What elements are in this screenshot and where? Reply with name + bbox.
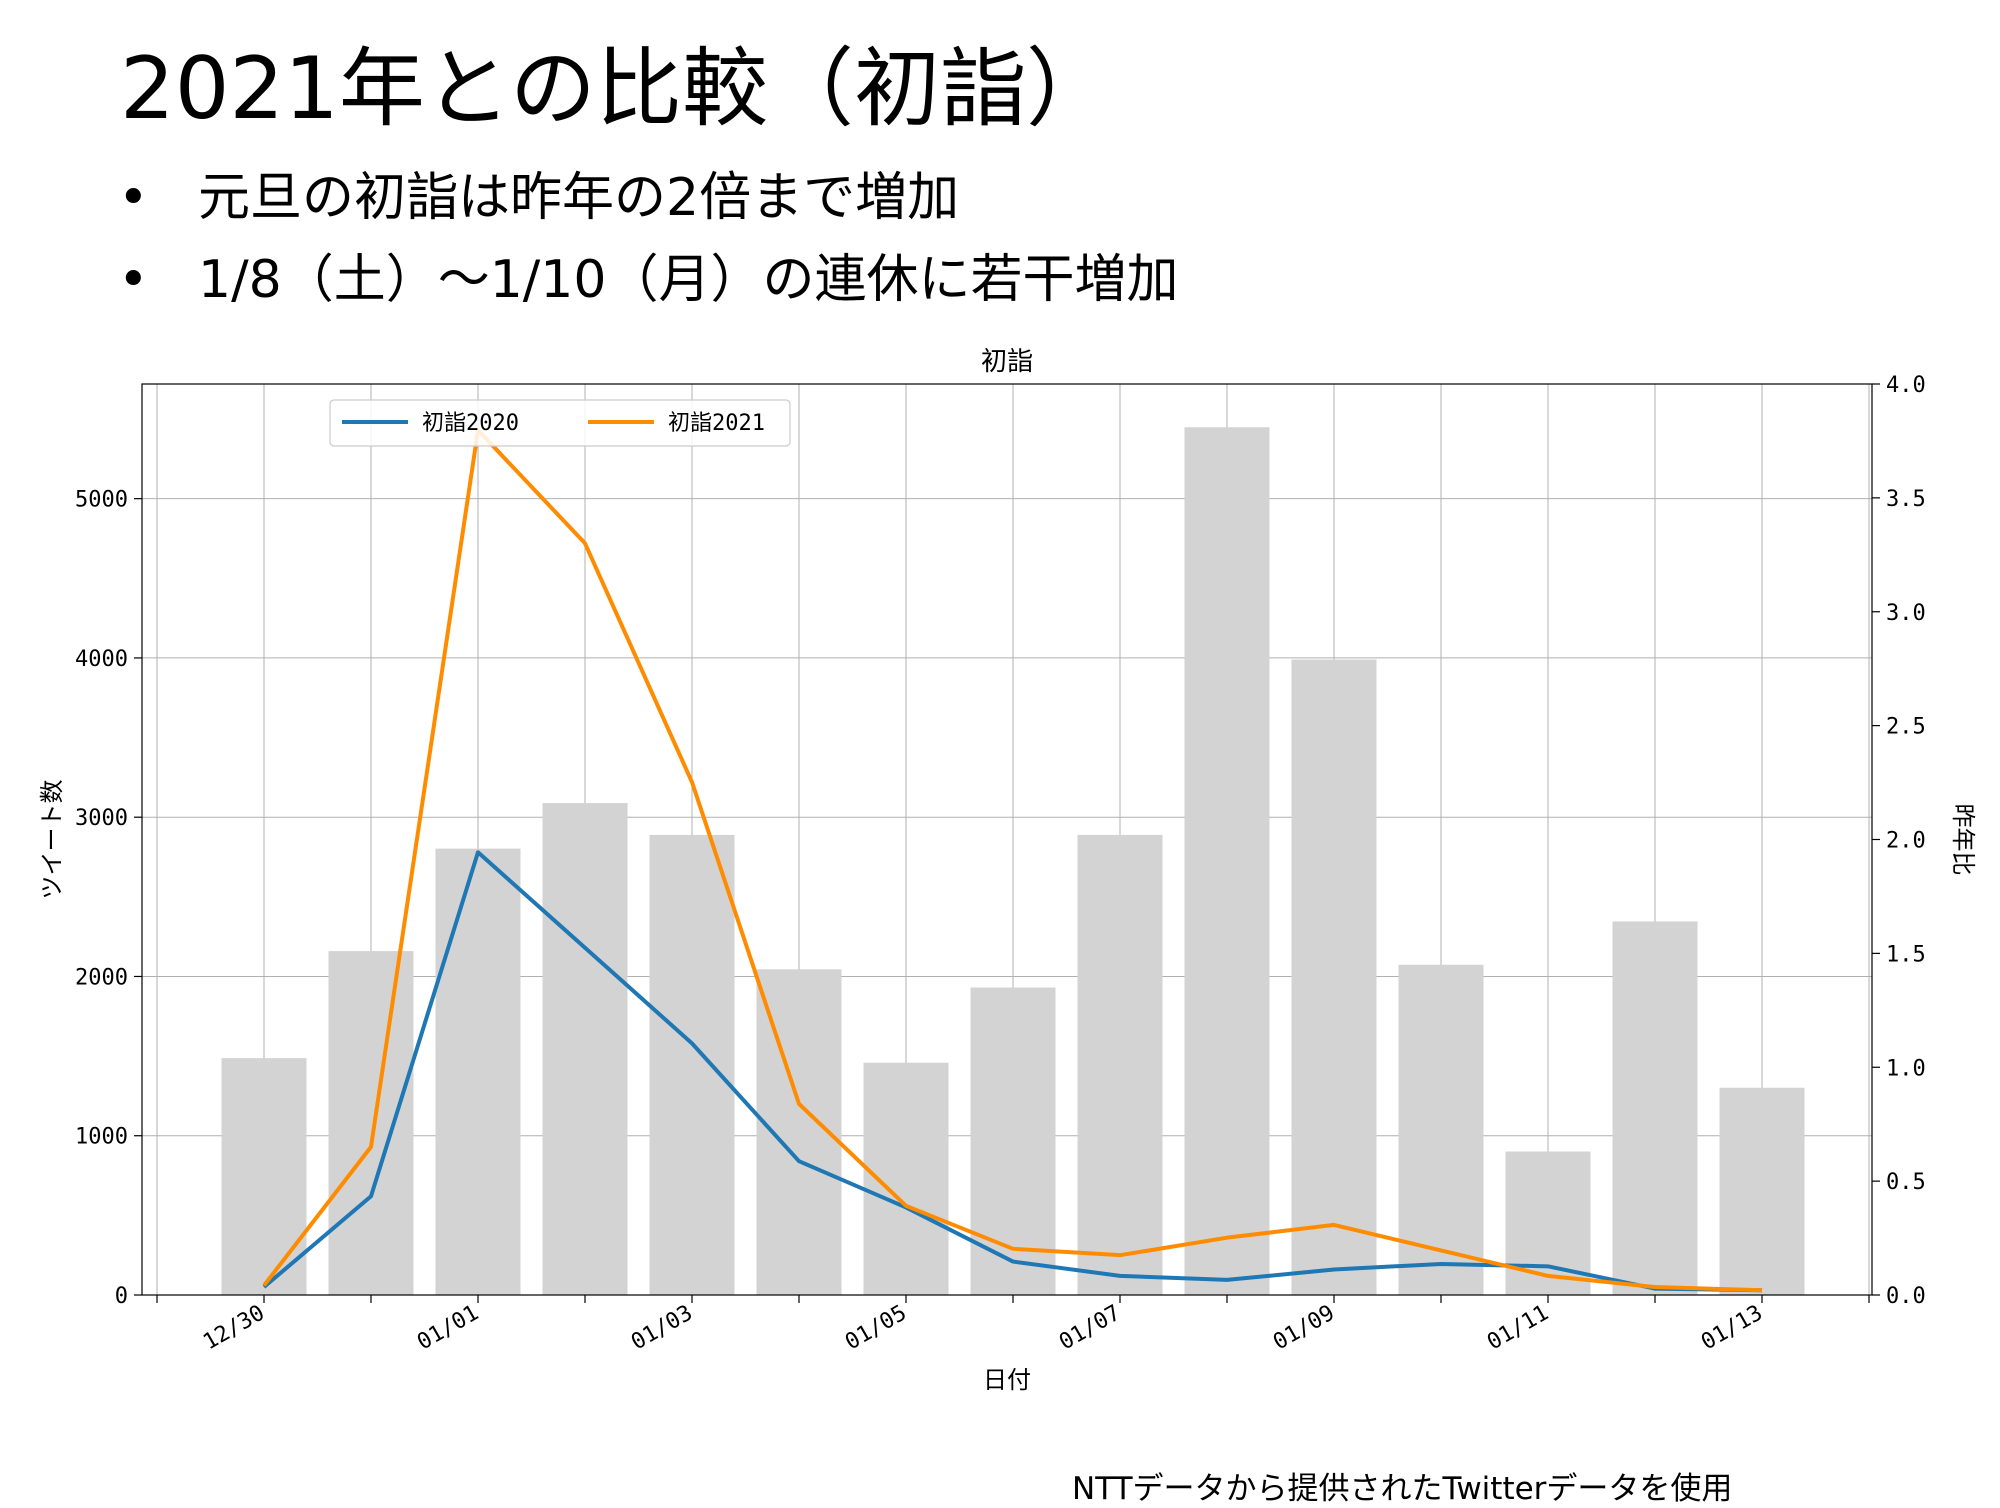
x-axis-label: 日付 bbox=[983, 1366, 1031, 1394]
y2-tick-label: 1.5 bbox=[1886, 942, 1926, 967]
bar bbox=[649, 834, 735, 1295]
y-tick-label: 4000 bbox=[75, 647, 128, 672]
bar bbox=[1291, 659, 1377, 1295]
bar bbox=[1719, 1087, 1805, 1295]
chart-title: 初詣 bbox=[981, 347, 1033, 377]
bar bbox=[970, 987, 1056, 1295]
bullet-item: • 1/8（土）～1/10（月）の連休に若干増加 bbox=[118, 242, 1178, 324]
source-footnote: NTTデータから提供されたTwitterデータを使用 bbox=[1072, 1471, 1733, 1507]
x-tick-label: 01/05 bbox=[841, 1301, 911, 1356]
y2-tick-label: 4.0 bbox=[1886, 373, 1926, 398]
x-tick-label: 01/03 bbox=[627, 1301, 697, 1356]
x-tick-label: 01/11 bbox=[1483, 1301, 1553, 1356]
y2-axis-label: 昨年比 bbox=[1949, 804, 1977, 876]
bar bbox=[542, 803, 628, 1295]
bars bbox=[221, 427, 1805, 1296]
x-tick-label: 12/30 bbox=[199, 1301, 269, 1356]
bar bbox=[328, 951, 414, 1295]
bullet-item: • 元旦の初詣は昨年の2倍まで増加 bbox=[118, 160, 1178, 242]
bar bbox=[1398, 964, 1484, 1295]
y-tick-label: 1000 bbox=[75, 1125, 128, 1150]
x-tick-label: 01/01 bbox=[413, 1301, 483, 1356]
bar bbox=[1184, 427, 1270, 1296]
bullet-dot-icon: • bbox=[118, 250, 149, 310]
x-tick-label: 01/09 bbox=[1269, 1301, 1339, 1356]
bar bbox=[1077, 834, 1163, 1295]
series-line-初詣2021 bbox=[262, 428, 1763, 1293]
y2-tick-label: 3.0 bbox=[1886, 601, 1926, 626]
legend-label-2021: 初詣2021 bbox=[668, 411, 765, 436]
x-tick-label: 01/13 bbox=[1697, 1301, 1767, 1356]
y-tick-label: 5000 bbox=[75, 488, 128, 513]
bar bbox=[1612, 921, 1698, 1295]
y2-tick-label: 3.5 bbox=[1886, 487, 1926, 512]
bullet-text: 1/8（土）～1/10（月）の連休に若干増加 bbox=[198, 250, 1179, 310]
x-tick-label: 01/07 bbox=[1055, 1301, 1125, 1356]
legend-label-2020: 初詣2020 bbox=[422, 411, 519, 436]
bullet-list: • 元旦の初詣は昨年の2倍まで増加 • 1/8（土）～1/10（月）の連休に若干増加 bbox=[118, 160, 1178, 324]
legend-box bbox=[329, 399, 791, 447]
slide-title: 2021年との比較（初詣） bbox=[120, 39, 1113, 139]
y2-tick-label: 2.0 bbox=[1886, 829, 1926, 854]
series-lines bbox=[262, 428, 1763, 1293]
y2-tick-label: 0.5 bbox=[1886, 1170, 1926, 1195]
y2-tick-label: 0.0 bbox=[1886, 1284, 1926, 1309]
bar bbox=[221, 1058, 307, 1295]
bar bbox=[435, 848, 521, 1295]
y-tick-label: 3000 bbox=[75, 806, 128, 831]
bullet-text: 元旦の初詣は昨年の2倍まで増加 bbox=[198, 168, 960, 228]
y2-tick-label: 1.0 bbox=[1886, 1056, 1926, 1081]
bullet-dot-icon: • bbox=[118, 168, 149, 228]
y-axis-label: ツイート数 bbox=[38, 780, 66, 900]
y-tick-label: 0 bbox=[115, 1284, 128, 1309]
y2-tick-label: 2.5 bbox=[1886, 715, 1926, 740]
y-tick-label: 2000 bbox=[75, 965, 128, 990]
legend: 初詣2020 初詣2021 bbox=[329, 399, 791, 447]
